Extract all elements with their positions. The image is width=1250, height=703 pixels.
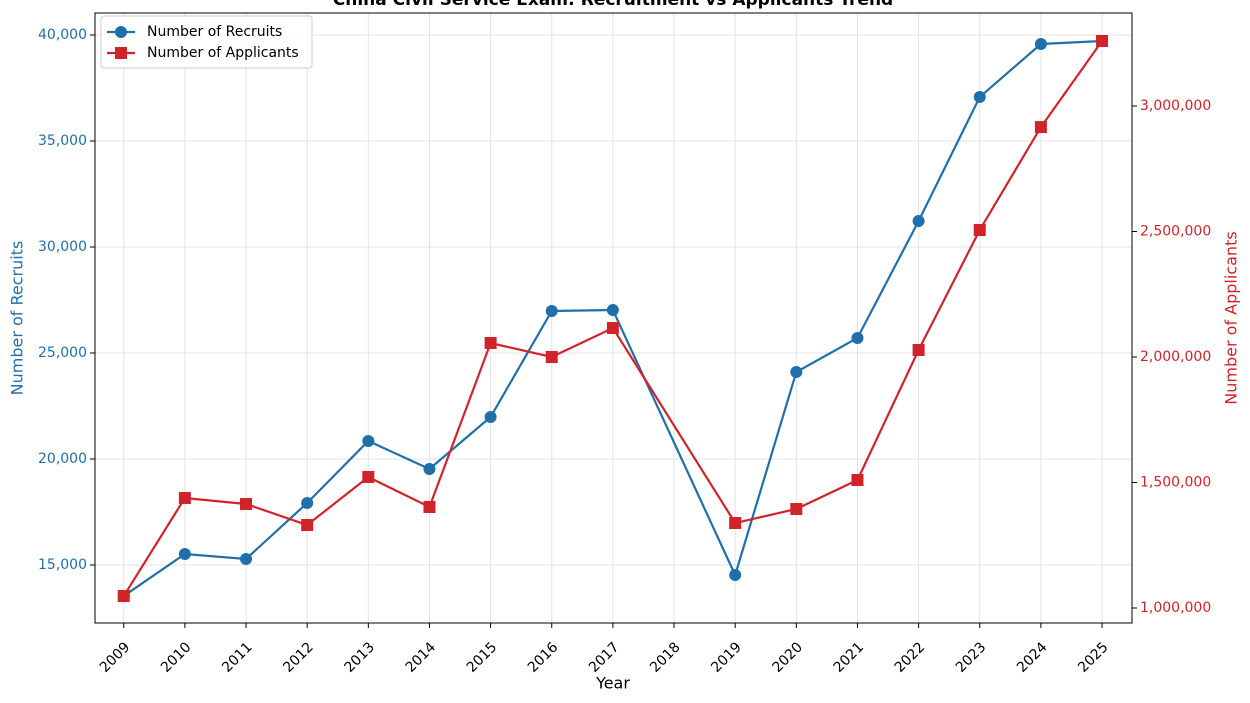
data-point [973, 223, 986, 236]
x-tick-label: 2013 [341, 639, 378, 676]
data-point [973, 91, 986, 104]
x-tick-label: 2011 [219, 639, 256, 676]
plot-frame [94, 12, 1133, 624]
data-point [1034, 38, 1047, 51]
data-point [423, 500, 436, 513]
x-tick-label: 2024 [1014, 639, 1051, 676]
x-tick-label: 2022 [892, 639, 929, 676]
y-tick-label: 20,000 [38, 451, 87, 467]
series-line [123, 39, 1103, 597]
x-tick-label: 2019 [708, 639, 745, 676]
data-point [301, 518, 314, 531]
y2-tick-label: 2,500,000 [1140, 224, 1211, 240]
data-point [240, 498, 253, 511]
legend-box [100, 15, 313, 69]
y-tick-label: 25,000 [38, 345, 87, 361]
data-point [851, 331, 864, 344]
data-point [423, 463, 436, 476]
series-line [122, 40, 1103, 597]
data-point [851, 473, 864, 486]
data-point [790, 503, 803, 516]
x-tick-label: 2014 [403, 639, 440, 676]
x-tick-label: 2017 [586, 639, 623, 676]
chart-title: China Civil Service Exam: Recruitment vs… [333, 0, 893, 10]
data-point [240, 552, 253, 565]
y-tick-label: 15,000 [38, 557, 87, 573]
data-point [790, 365, 803, 378]
data-point [606, 322, 619, 335]
y-tick-label: 40,000 [38, 27, 87, 43]
data-point [912, 343, 925, 356]
data-point [301, 496, 314, 509]
data-point [1034, 121, 1047, 134]
data-point [117, 590, 130, 603]
y2-tick-label: 2,000,000 [1140, 349, 1211, 365]
data-point [178, 547, 191, 560]
data-point [484, 411, 497, 424]
data-point [729, 569, 742, 582]
legend-label: Number of Recruits [147, 24, 282, 40]
y2-tick-label: 1,500,000 [1140, 475, 1211, 491]
legend-marker [115, 47, 127, 59]
x-tick-label: 2016 [525, 639, 562, 676]
data-point [912, 215, 925, 228]
x-tick-label: 2010 [158, 639, 195, 676]
data-point [545, 305, 558, 318]
data-point [545, 351, 558, 363]
data-point [178, 492, 191, 505]
data-point [606, 304, 619, 317]
x-tick-label: 2021 [831, 639, 868, 676]
data-point [729, 517, 742, 530]
x-tick-label: 2009 [97, 639, 134, 676]
y-tick-label: 35,000 [38, 133, 87, 149]
x-tick-label: 2018 [647, 639, 684, 676]
y-tick-label: 30,000 [38, 239, 87, 255]
y2-tick-label: 3,000,000 [1140, 98, 1211, 114]
data-point [484, 336, 497, 349]
data-point [1096, 34, 1109, 47]
x-tick-label: 2023 [953, 639, 990, 676]
x-tick-label: 2025 [1075, 639, 1112, 676]
x-tick-label: 2015 [464, 639, 501, 676]
x-tick-label: 2012 [280, 639, 317, 676]
x-tick-label: 2020 [769, 639, 806, 676]
legend-label: Number of Applicants [147, 45, 299, 61]
y2-axis-label: Number of Applicants [1222, 231, 1241, 404]
data-point [362, 435, 375, 448]
data-point [362, 471, 375, 484]
legend-marker [115, 26, 127, 38]
y-axis-label: Number of Recruits [8, 241, 27, 396]
y2-tick-label: 1,000,000 [1140, 600, 1211, 616]
x-axis-label: Year [595, 674, 630, 693]
